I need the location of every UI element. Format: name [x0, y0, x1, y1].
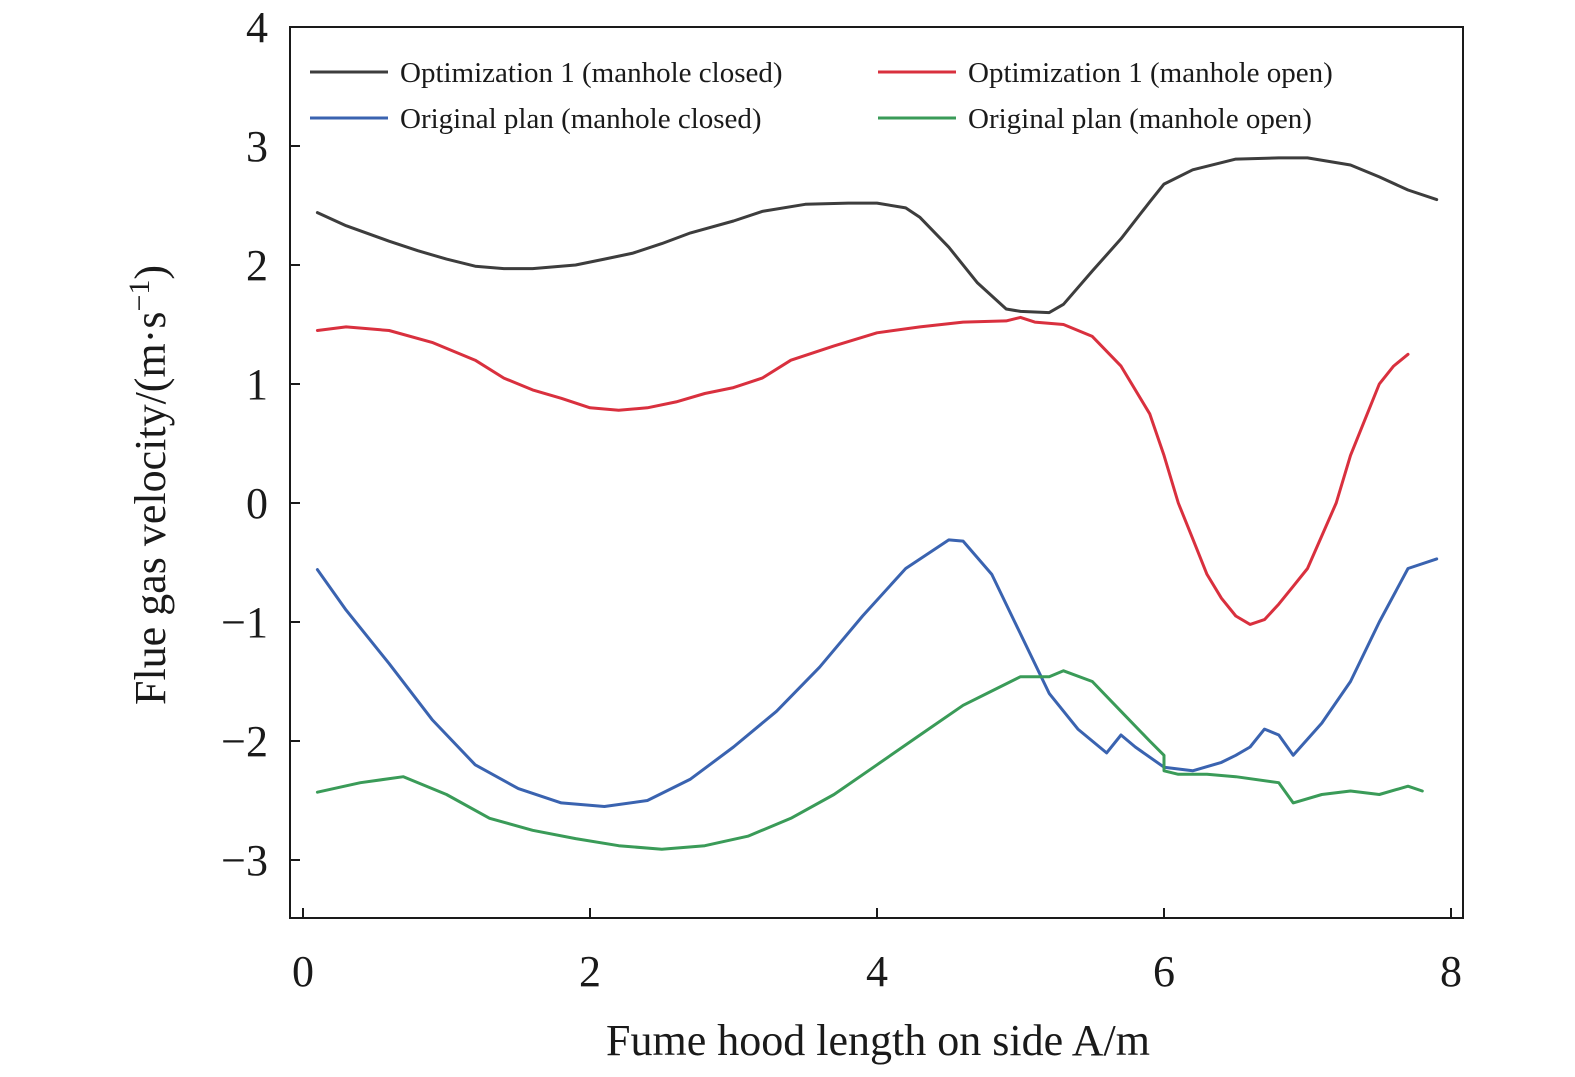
series-line-1 — [315, 156, 1439, 315]
series-line-2 — [315, 315, 1410, 626]
y-tick-label: −1 — [221, 598, 268, 647]
plot-frame — [289, 26, 1464, 919]
y-axis-title-superscript: −1 — [123, 280, 156, 312]
y-tick-label: 3 — [246, 122, 268, 171]
legend-label-1: Optimization 1 (manhole closed) — [400, 57, 783, 89]
y-tick-label: −3 — [221, 836, 268, 885]
x-tick-label: 4 — [866, 947, 888, 996]
x-axis-title: Fume hood length on side A/m — [606, 1016, 1150, 1065]
axes: 0 2 4 6 8 −3 −2 −1 0 1 2 3 4 — [221, 3, 1462, 996]
x-tick-label: 8 — [1440, 947, 1462, 996]
legend-label-4: Original plan (manhole open) — [968, 103, 1312, 135]
y-axis-title-main: Flue gas velocity/(m·s — [126, 312, 175, 706]
legend-label-2: Optimization 1 (manhole open) — [968, 57, 1333, 89]
x-tick-label: 2 — [579, 947, 601, 996]
legend-label-3: Original plan (manhole closed) — [400, 103, 762, 135]
y-tick-label: 4 — [246, 3, 268, 52]
y-axis-title-close: ) — [126, 265, 175, 280]
y-tick-label: 2 — [246, 241, 268, 290]
x-tick-label: 6 — [1153, 947, 1175, 996]
y-axis-title: Flue gas velocity/(m·s−1) — [123, 265, 175, 705]
series-line-3 — [315, 538, 1439, 808]
legend: Optimization 1 (manhole closed) Optimizat… — [310, 57, 1333, 135]
y-tick-label: 0 — [246, 479, 268, 528]
series-line-4 — [315, 669, 1424, 851]
x-tick-label: 0 — [292, 947, 314, 996]
y-tick-label: −2 — [221, 717, 268, 766]
series-group — [315, 156, 1439, 851]
y-tick-label: 1 — [246, 360, 268, 409]
plot-area — [289, 26, 1464, 919]
